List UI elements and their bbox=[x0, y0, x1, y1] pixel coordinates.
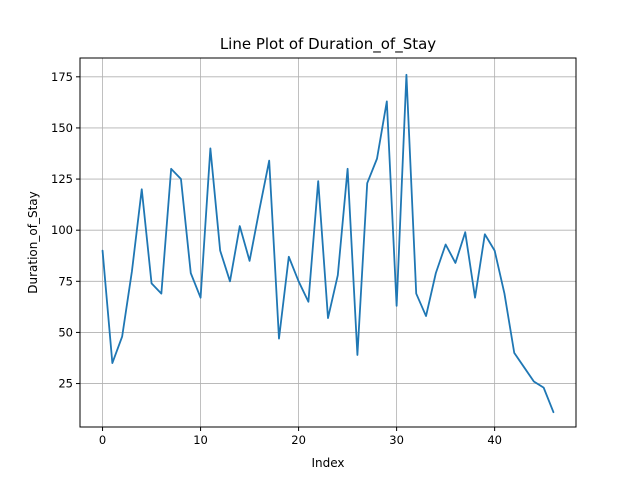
x-axis-label: Index bbox=[311, 456, 344, 470]
x-tick-label: 30 bbox=[389, 433, 404, 447]
x-tick-label: 20 bbox=[291, 433, 306, 447]
plot-frame bbox=[79, 57, 577, 428]
grid-lines bbox=[80, 58, 576, 427]
y-tick-label: 50 bbox=[58, 325, 73, 339]
y-tick-label: 175 bbox=[51, 70, 73, 84]
y-tick-label: 125 bbox=[51, 172, 73, 186]
axis-ticks: 0 10 20 30 40 25 50 75 100 125 150 175 bbox=[51, 70, 502, 447]
y-axis-label: Duration_of_Stay bbox=[26, 191, 40, 293]
y-tick-label: 75 bbox=[58, 274, 73, 288]
x-tick-label: 0 bbox=[99, 433, 106, 447]
x-tick-label: 40 bbox=[487, 433, 502, 447]
x-tick-label: 10 bbox=[193, 433, 208, 447]
y-tick-label: 25 bbox=[58, 377, 73, 391]
y-tick-label: 150 bbox=[51, 121, 73, 135]
series-layer bbox=[101, 73, 555, 414]
series-line bbox=[101, 73, 555, 414]
y-tick-label: 100 bbox=[51, 223, 73, 237]
chart-title: Line Plot of Duration_of_Stay bbox=[220, 35, 436, 54]
